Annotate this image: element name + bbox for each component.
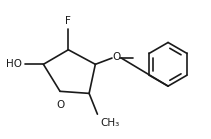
Text: O: O — [56, 100, 64, 110]
Text: O: O — [112, 52, 120, 62]
Text: HO: HO — [5, 59, 22, 69]
Text: CH₃: CH₃ — [100, 118, 120, 128]
Text: F: F — [65, 16, 71, 26]
